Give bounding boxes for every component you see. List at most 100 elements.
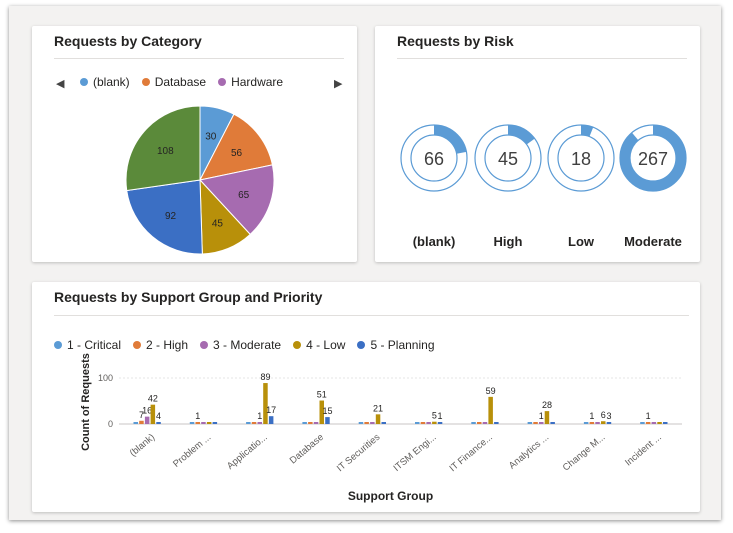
bar[interactable] (601, 421, 606, 424)
gauge-fill[interactable] (434, 125, 467, 154)
bar[interactable] (482, 422, 488, 424)
bar[interactable] (139, 420, 144, 424)
support-legend: 1 - Critical 2 - High 3 - Moderate 4 - Low 5… (54, 338, 447, 352)
bar[interactable] (133, 422, 139, 424)
bar-data-label: 28 (542, 400, 552, 410)
gauge-fill[interactable] (620, 125, 686, 191)
bar-data-label: 89 (260, 372, 270, 382)
bar[interactable] (189, 422, 195, 424)
bar-data-label: 4 (156, 411, 161, 421)
bar[interactable] (420, 422, 426, 424)
bar[interactable] (302, 422, 307, 424)
support-legend-item[interactable]: 4 - Low (293, 338, 345, 352)
bar[interactable] (156, 422, 161, 424)
bar[interactable] (595, 422, 600, 424)
bar[interactable] (550, 422, 555, 424)
gauge-value: 45 (498, 149, 518, 169)
bar-data-label: 21 (373, 403, 383, 413)
gauge-fill[interactable] (508, 125, 535, 145)
pie-data-label: 108 (157, 146, 174, 157)
bar[interactable] (415, 422, 420, 424)
category-legend-item[interactable]: Database (141, 75, 206, 89)
y-tick-label: 0 (108, 419, 113, 429)
bar[interactable] (494, 422, 499, 424)
bar[interactable] (201, 422, 206, 424)
bar[interactable] (313, 422, 319, 424)
bar[interactable] (640, 422, 645, 424)
pie-slice[interactable] (126, 179, 203, 255)
bar[interactable] (471, 422, 476, 424)
pie-slice[interactable] (199, 164, 275, 236)
x-tick-label: (blank) (128, 432, 157, 459)
bar[interactable] (251, 422, 257, 424)
bar[interactable] (488, 396, 493, 424)
bar[interactable] (606, 422, 612, 424)
bar[interactable] (195, 422, 201, 424)
bar-data-label: 1 (646, 411, 651, 421)
bar[interactable] (375, 414, 381, 424)
bar[interactable] (583, 422, 589, 424)
bar[interactable] (527, 422, 533, 424)
gauge-fill[interactable] (581, 125, 594, 137)
bar[interactable] (263, 383, 268, 424)
bar[interactable] (257, 422, 263, 424)
category-legend-item[interactable]: (blank) (80, 75, 130, 89)
gauge-value: 66 (424, 149, 444, 169)
support-legend-item[interactable]: 3 - Moderate (200, 338, 281, 352)
bar[interactable] (663, 422, 668, 424)
bar[interactable] (308, 422, 313, 424)
category-legend-dot-icon (218, 78, 227, 86)
category-legend-item[interactable]: Hardware (218, 75, 283, 89)
risk-card-title: Requests by Risk (397, 33, 514, 49)
bar-data-label: 3 (606, 411, 611, 421)
bar[interactable] (645, 422, 651, 424)
x-tick-label: Database (288, 432, 326, 467)
bar[interactable] (381, 422, 387, 424)
support-card-title: Requests by Support Group and Priority (54, 289, 323, 305)
category-pie-chart[interactable]: 30 56 65 45 92 108 (32, 26, 357, 262)
bar[interactable] (144, 416, 150, 424)
gauge-category-label: (blank) (412, 234, 456, 249)
support-legend-label: 2 - High (146, 338, 189, 352)
bar[interactable] (358, 422, 364, 424)
bar[interactable] (589, 422, 595, 424)
y-tick-label: 100 (98, 373, 113, 383)
dashboard-frame: Requests by Category ◀ (blank) Database Ha… (9, 6, 721, 520)
bar[interactable] (212, 422, 218, 424)
bar-data-label: 16 (142, 406, 152, 416)
bar-data-label: 1 (257, 411, 262, 421)
category-card-title: Requests by Category (54, 33, 202, 49)
support-legend-item[interactable]: 2 - High (133, 338, 188, 352)
bar[interactable] (364, 422, 369, 424)
bar[interactable] (477, 422, 482, 424)
bar[interactable] (657, 422, 662, 424)
bar[interactable] (206, 422, 212, 424)
support-legend-label: 5 - Planning (370, 338, 435, 352)
risk-gauge-chart[interactable]: 66 45 18 267 (375, 26, 700, 262)
bar[interactable] (246, 422, 251, 424)
x-tick-label: Applicatio... (225, 432, 270, 472)
pie-slice[interactable] (199, 113, 274, 181)
legend-prev-arrow-icon[interactable]: ◀ (56, 78, 65, 90)
bar[interactable] (533, 422, 538, 424)
bar[interactable] (544, 411, 550, 424)
pie-slice[interactable] (125, 105, 201, 192)
pie-data-label: 92 (165, 211, 177, 222)
legend-next-arrow-icon[interactable]: ▶ (334, 78, 343, 90)
bar[interactable] (437, 422, 443, 424)
gauge-category-label: Low (568, 234, 594, 249)
bar[interactable] (268, 416, 274, 424)
support-legend-item[interactable]: 1 - Critical (54, 338, 121, 352)
bar[interactable] (370, 422, 375, 424)
bar[interactable] (432, 421, 437, 424)
bar[interactable] (319, 400, 325, 424)
bar-data-label: 42 (148, 394, 158, 404)
bar[interactable] (539, 422, 544, 424)
bar[interactable] (651, 422, 657, 424)
bar[interactable] (426, 422, 431, 424)
gauge-category-label: Moderate (624, 234, 682, 249)
bar[interactable] (325, 417, 330, 424)
bar[interactable] (150, 404, 156, 424)
support-legend-item[interactable]: 5 - Planning (357, 338, 435, 352)
